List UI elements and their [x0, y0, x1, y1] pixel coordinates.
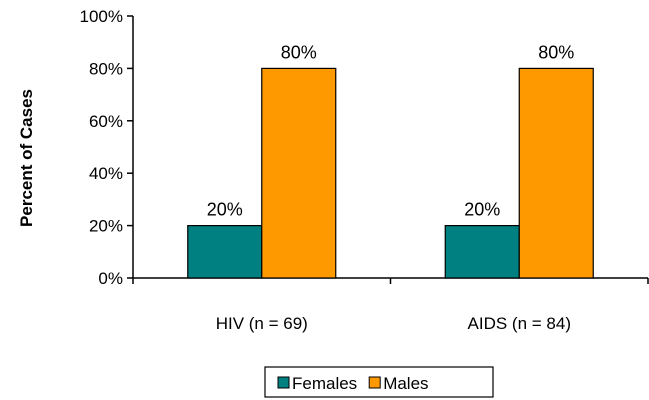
x-category-label: AIDS (n = 84)	[468, 314, 571, 333]
legend-swatch-females	[277, 376, 290, 389]
y-tick-label: 60%	[89, 112, 123, 131]
y-tick-label: 80%	[89, 59, 123, 78]
data-label-males-0: 80%	[281, 42, 317, 62]
bars	[187, 67, 594, 279]
y-tick-label: 0%	[98, 269, 123, 288]
bar-males-0	[261, 67, 337, 279]
bar-females-0	[187, 225, 263, 279]
legend-label-males: Males	[383, 374, 428, 393]
axes: 0% 20% 40% 60% 80% 100% HIV (n = 69) AIDS (n = …	[80, 7, 649, 333]
legend-label-females: Females	[292, 374, 357, 393]
y-tick-label: 100%	[80, 7, 123, 26]
legend: Females Males	[264, 366, 494, 398]
bar-males-1	[518, 67, 594, 279]
data-labels: 20% 80% 20% 80%	[207, 42, 575, 219]
data-label-females-1: 20%	[464, 200, 500, 220]
data-label-females-0: 20%	[207, 200, 243, 220]
x-category-label: HIV (n = 69)	[216, 314, 308, 333]
data-label-males-1: 80%	[538, 42, 574, 62]
y-tick-label: 40%	[89, 164, 123, 183]
legend-swatch-males	[368, 376, 381, 389]
y-tick-label: 20%	[89, 217, 123, 236]
bar-females-1	[444, 225, 520, 279]
y-axis-title: Percent of Cases	[17, 89, 36, 227]
